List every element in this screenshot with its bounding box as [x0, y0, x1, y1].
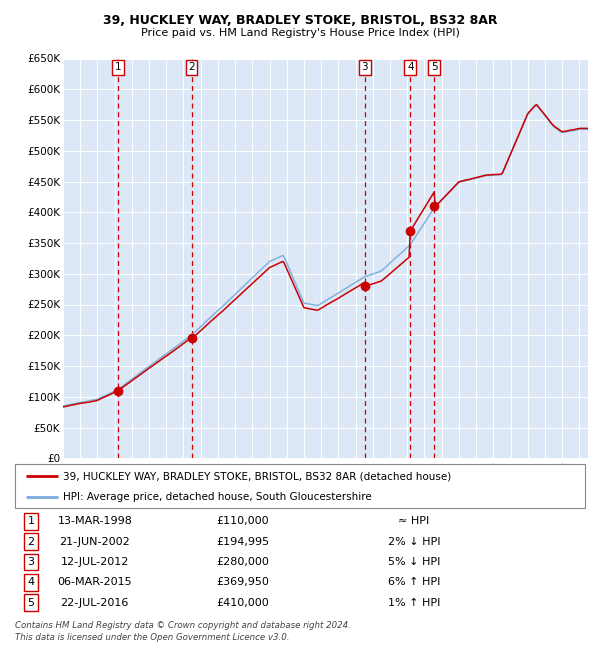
- Text: 12-JUL-2012: 12-JUL-2012: [61, 557, 129, 567]
- Text: This data is licensed under the Open Government Licence v3.0.: This data is licensed under the Open Gov…: [15, 633, 290, 642]
- Text: Contains HM Land Registry data © Crown copyright and database right 2024.: Contains HM Land Registry data © Crown c…: [15, 621, 351, 630]
- Text: HPI: Average price, detached house, South Gloucestershire: HPI: Average price, detached house, Sout…: [64, 492, 372, 502]
- Text: 3: 3: [361, 62, 368, 73]
- Text: 06-MAR-2015: 06-MAR-2015: [58, 577, 132, 588]
- Text: 2: 2: [188, 62, 195, 73]
- Text: 21-JUN-2002: 21-JUN-2002: [59, 537, 130, 547]
- Text: 4: 4: [28, 577, 35, 588]
- Text: 2: 2: [28, 537, 35, 547]
- Text: £369,950: £369,950: [217, 577, 269, 588]
- Text: Price paid vs. HM Land Registry's House Price Index (HPI): Price paid vs. HM Land Registry's House …: [140, 28, 460, 38]
- Text: 1: 1: [28, 516, 34, 526]
- Text: £194,995: £194,995: [217, 537, 269, 547]
- Text: 5% ↓ HPI: 5% ↓ HPI: [388, 557, 440, 567]
- Text: 6% ↑ HPI: 6% ↑ HPI: [388, 577, 440, 588]
- Text: 13-MAR-1998: 13-MAR-1998: [58, 516, 132, 526]
- Text: 1: 1: [115, 62, 121, 73]
- Text: £410,000: £410,000: [217, 598, 269, 608]
- Text: ≈ HPI: ≈ HPI: [398, 516, 430, 526]
- Text: £280,000: £280,000: [217, 557, 269, 567]
- Text: 22-JUL-2016: 22-JUL-2016: [61, 598, 129, 608]
- Text: 1% ↑ HPI: 1% ↑ HPI: [388, 598, 440, 608]
- Text: 39, HUCKLEY WAY, BRADLEY STOKE, BRISTOL, BS32 8AR: 39, HUCKLEY WAY, BRADLEY STOKE, BRISTOL,…: [103, 14, 497, 27]
- Text: 4: 4: [407, 62, 413, 73]
- Text: 39, HUCKLEY WAY, BRADLEY STOKE, BRISTOL, BS32 8AR (detached house): 39, HUCKLEY WAY, BRADLEY STOKE, BRISTOL,…: [64, 471, 452, 481]
- Text: 2% ↓ HPI: 2% ↓ HPI: [388, 537, 440, 547]
- Text: 3: 3: [28, 557, 34, 567]
- Text: 5: 5: [28, 598, 34, 608]
- Text: 5: 5: [431, 62, 437, 73]
- Text: £110,000: £110,000: [217, 516, 269, 526]
